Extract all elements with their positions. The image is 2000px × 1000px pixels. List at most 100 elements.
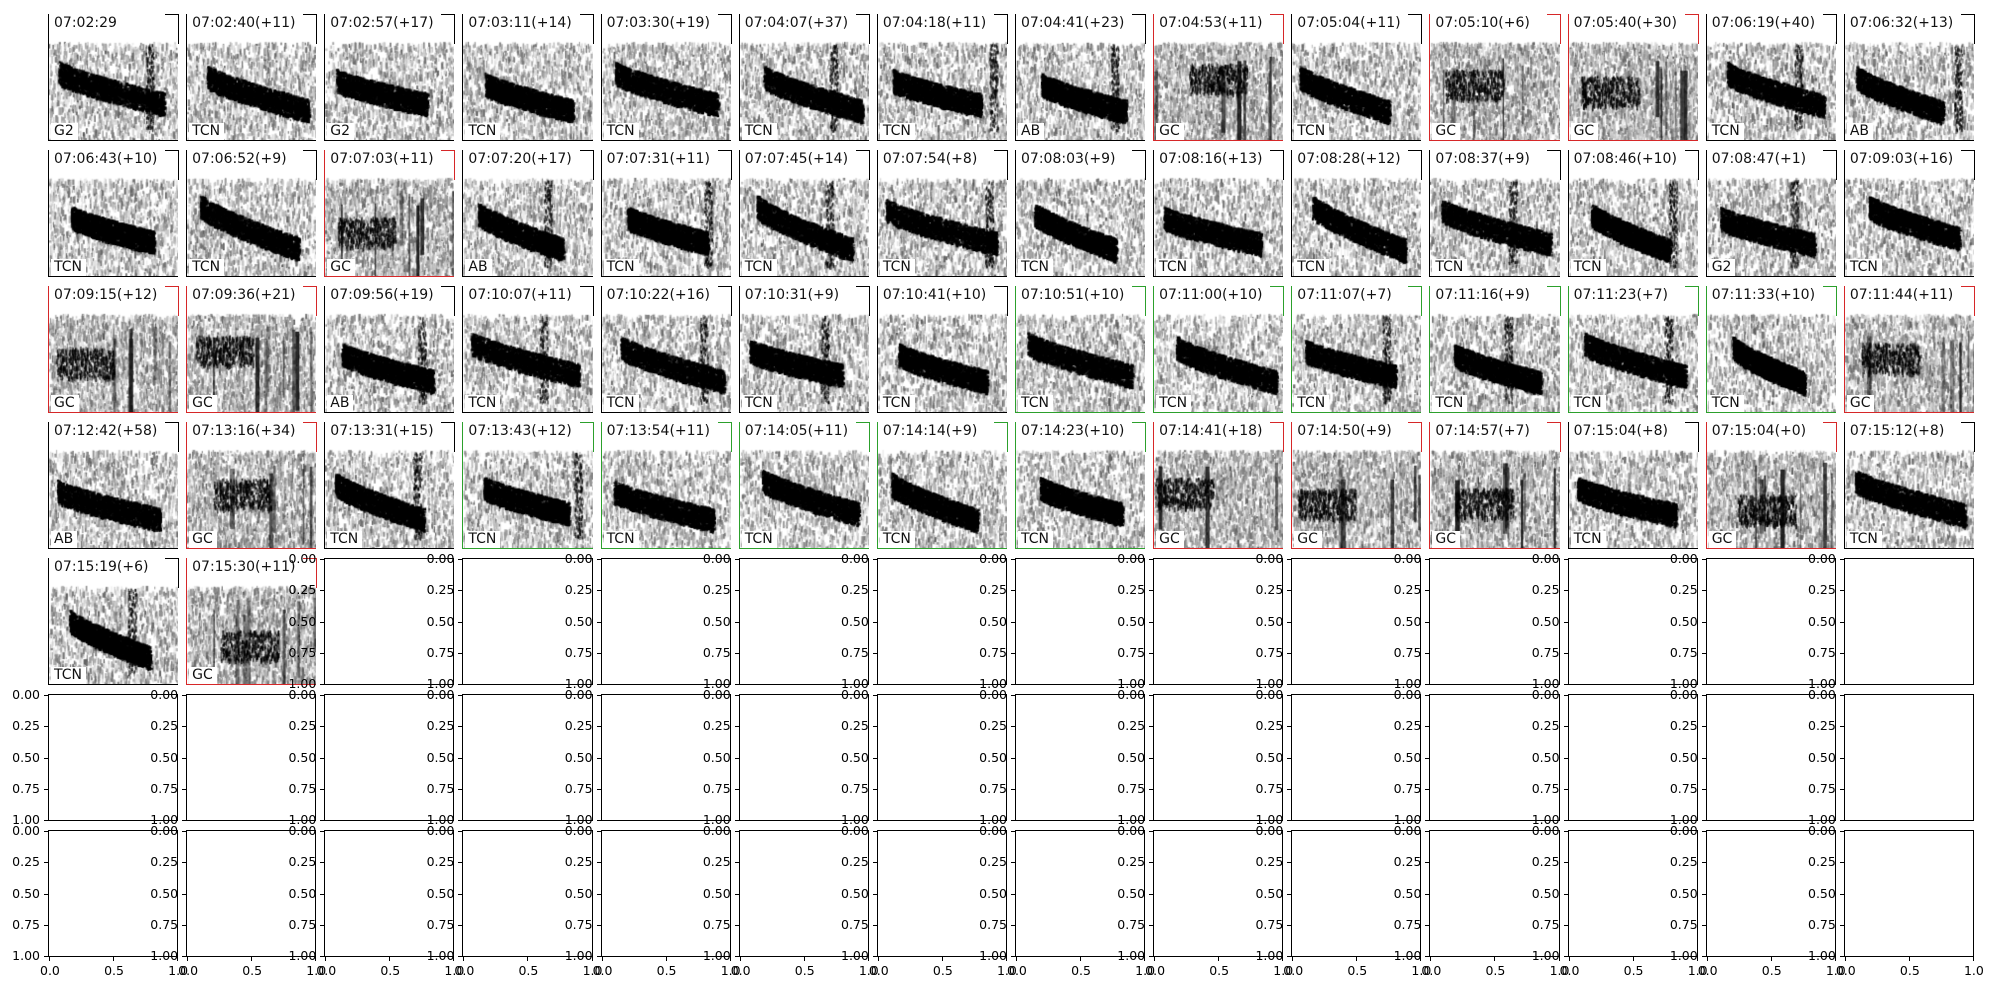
spectrogram-image: [463, 14, 593, 140]
y-tick: [458, 956, 464, 957]
frame-corner: [454, 286, 456, 316]
timestamp-label: 07:05:04(+11): [1294, 14, 1405, 33]
y-tick-label: 0.25: [702, 718, 731, 734]
frame-corner: [868, 150, 870, 180]
y-tick: [734, 820, 740, 821]
y-tick-label: 1.00: [702, 676, 731, 691]
y-tick: [872, 590, 878, 592]
y-tick-label: 1.00: [150, 948, 179, 963]
y-tick: [182, 924, 188, 926]
empty-axes: 1.00 0.75 0.50 0.25 0.00 0.0 0.5 1.0: [1670, 824, 1846, 978]
class-label: GC: [1156, 531, 1184, 548]
y-tick-label: 1.00: [979, 676, 1007, 691]
spectrogram-image: [739, 286, 869, 412]
y-tick-label: 0.25: [1531, 582, 1560, 598]
y-tick: [320, 956, 326, 957]
y-tick-label: 1.00: [1669, 948, 1698, 963]
y-tick-label: 1.00: [702, 812, 731, 827]
y-tick-label: 0.25: [979, 718, 1007, 734]
frame-corner: [1006, 14, 1008, 44]
empty-axes: 1.00 0.75 0.50 0.25 0.00: [1670, 688, 1836, 827]
y-tick-label: 0.25: [1255, 854, 1284, 870]
spectrogram-panel: 07:03:30(+19) TCN: [600, 14, 732, 141]
y-tick-label: 0.00: [979, 687, 1007, 702]
empty-axes: 1.00 0.75 0.50 0.25 0.00: [427, 688, 593, 827]
y-tick-label: 1.00: [564, 948, 593, 963]
x-tick: [1706, 956, 1708, 961]
empty-axes: 1.00 0.75 0.50 0.25 0.00: [427, 552, 593, 691]
frame-corner: [592, 150, 594, 180]
y-tick-label: 1.00: [288, 676, 317, 691]
y-tick-label: 0.50: [150, 749, 179, 765]
y-tick-label: 0.25: [1669, 718, 1698, 734]
spectrogram-image: [877, 422, 1007, 548]
y-tick: [734, 684, 740, 685]
y-tick-label: 0.50: [1117, 613, 1146, 629]
y-tick-label: 0.25: [1808, 718, 1836, 734]
y-tick: [1011, 893, 1016, 895]
y-tick-label: 0.00: [12, 823, 40, 838]
spectrogram-image: [1844, 14, 1974, 140]
y-tick-label: 0.75: [150, 780, 179, 796]
spectrogram-image: [463, 150, 593, 276]
y-tick-label: 0.00: [564, 823, 593, 838]
spectrogram-panel: 07:07:45(+14) TCN: [738, 150, 870, 277]
frame-corner: [1697, 14, 1699, 44]
frame-corner: [993, 286, 1008, 287]
timestamp-label: 07:13:43(+12): [465, 422, 576, 441]
class-label: TCN: [1018, 395, 1053, 412]
y-tick: [1701, 590, 1707, 592]
frame-corner: [178, 558, 180, 588]
frame-corner: [1835, 14, 1837, 44]
spectrogram-image: [187, 14, 317, 140]
class-label: TCN: [51, 667, 86, 684]
y-tick: [320, 924, 326, 926]
y-tick-label: 0.50: [1669, 749, 1698, 765]
empty-axes: 1.00 0.75 0.50 0.25 0.00: [979, 688, 1146, 827]
spectrogram-image: [739, 150, 869, 276]
timestamp-label: 07:07:03(+11): [327, 150, 438, 169]
y-tick-label: 1.00: [1808, 676, 1836, 691]
y-tick: [1839, 559, 1845, 560]
y-tick: [44, 862, 49, 864]
y-tick: [1701, 924, 1707, 926]
spectrogram-panel: 07:04:41(+23) AB: [1015, 14, 1147, 141]
class-label: TCN: [1432, 395, 1468, 412]
y-tick-label: 1.00: [1669, 812, 1698, 827]
y-tick-label: 0.75: [426, 644, 455, 660]
x-tick-label: 1.0: [720, 963, 741, 978]
spectrogram-image: [187, 422, 317, 548]
y-tick-label: 1.00: [426, 676, 455, 691]
y-tick: [596, 956, 602, 957]
y-tick-label: 1.00: [12, 812, 40, 827]
y-tick: [44, 893, 49, 895]
spectrogram-image: [325, 150, 455, 276]
y-tick: [1011, 831, 1016, 832]
timestamp-label: 07:09:03(+16): [1846, 150, 1958, 169]
y-tick: [1425, 726, 1431, 728]
frame-corner: [993, 14, 1008, 15]
spectrogram-panel: 07:11:33(+10) TCN: [1705, 286, 1837, 413]
timestamp-label: 07:11:33(+10): [1708, 286, 1820, 305]
y-tick-label: 0.50: [426, 749, 455, 765]
y-tick-label: 0.75: [1808, 780, 1836, 796]
x-tick-label: 0.0: [730, 963, 751, 978]
class-label: TCN: [1570, 259, 1606, 276]
y-tick: [320, 831, 326, 832]
spectrogram-panel: 07:08:46(+10) TCN: [1567, 150, 1699, 277]
y-tick: [1563, 893, 1569, 895]
frame-corner: [1145, 14, 1147, 44]
x-tick-label: 0.5: [1761, 963, 1782, 978]
class-label: TCN: [1708, 123, 1744, 140]
frame-corner: [1421, 422, 1423, 452]
y-tick-label: 0.75: [1808, 644, 1836, 660]
x-tick-label: 0.5: [1347, 963, 1368, 978]
spectrogram-panel: 07:03:11(+14) TCN: [462, 14, 594, 141]
y-tick: [1563, 831, 1569, 832]
y-tick: [1425, 590, 1431, 592]
class-label: AB: [465, 259, 492, 276]
y-tick-label: 0.50: [564, 749, 593, 765]
y-tick: [1701, 695, 1707, 696]
empty-axes: 1.00 0.75 0.50 0.25 0.00: [288, 688, 455, 827]
frame-corner: [1684, 14, 1699, 15]
